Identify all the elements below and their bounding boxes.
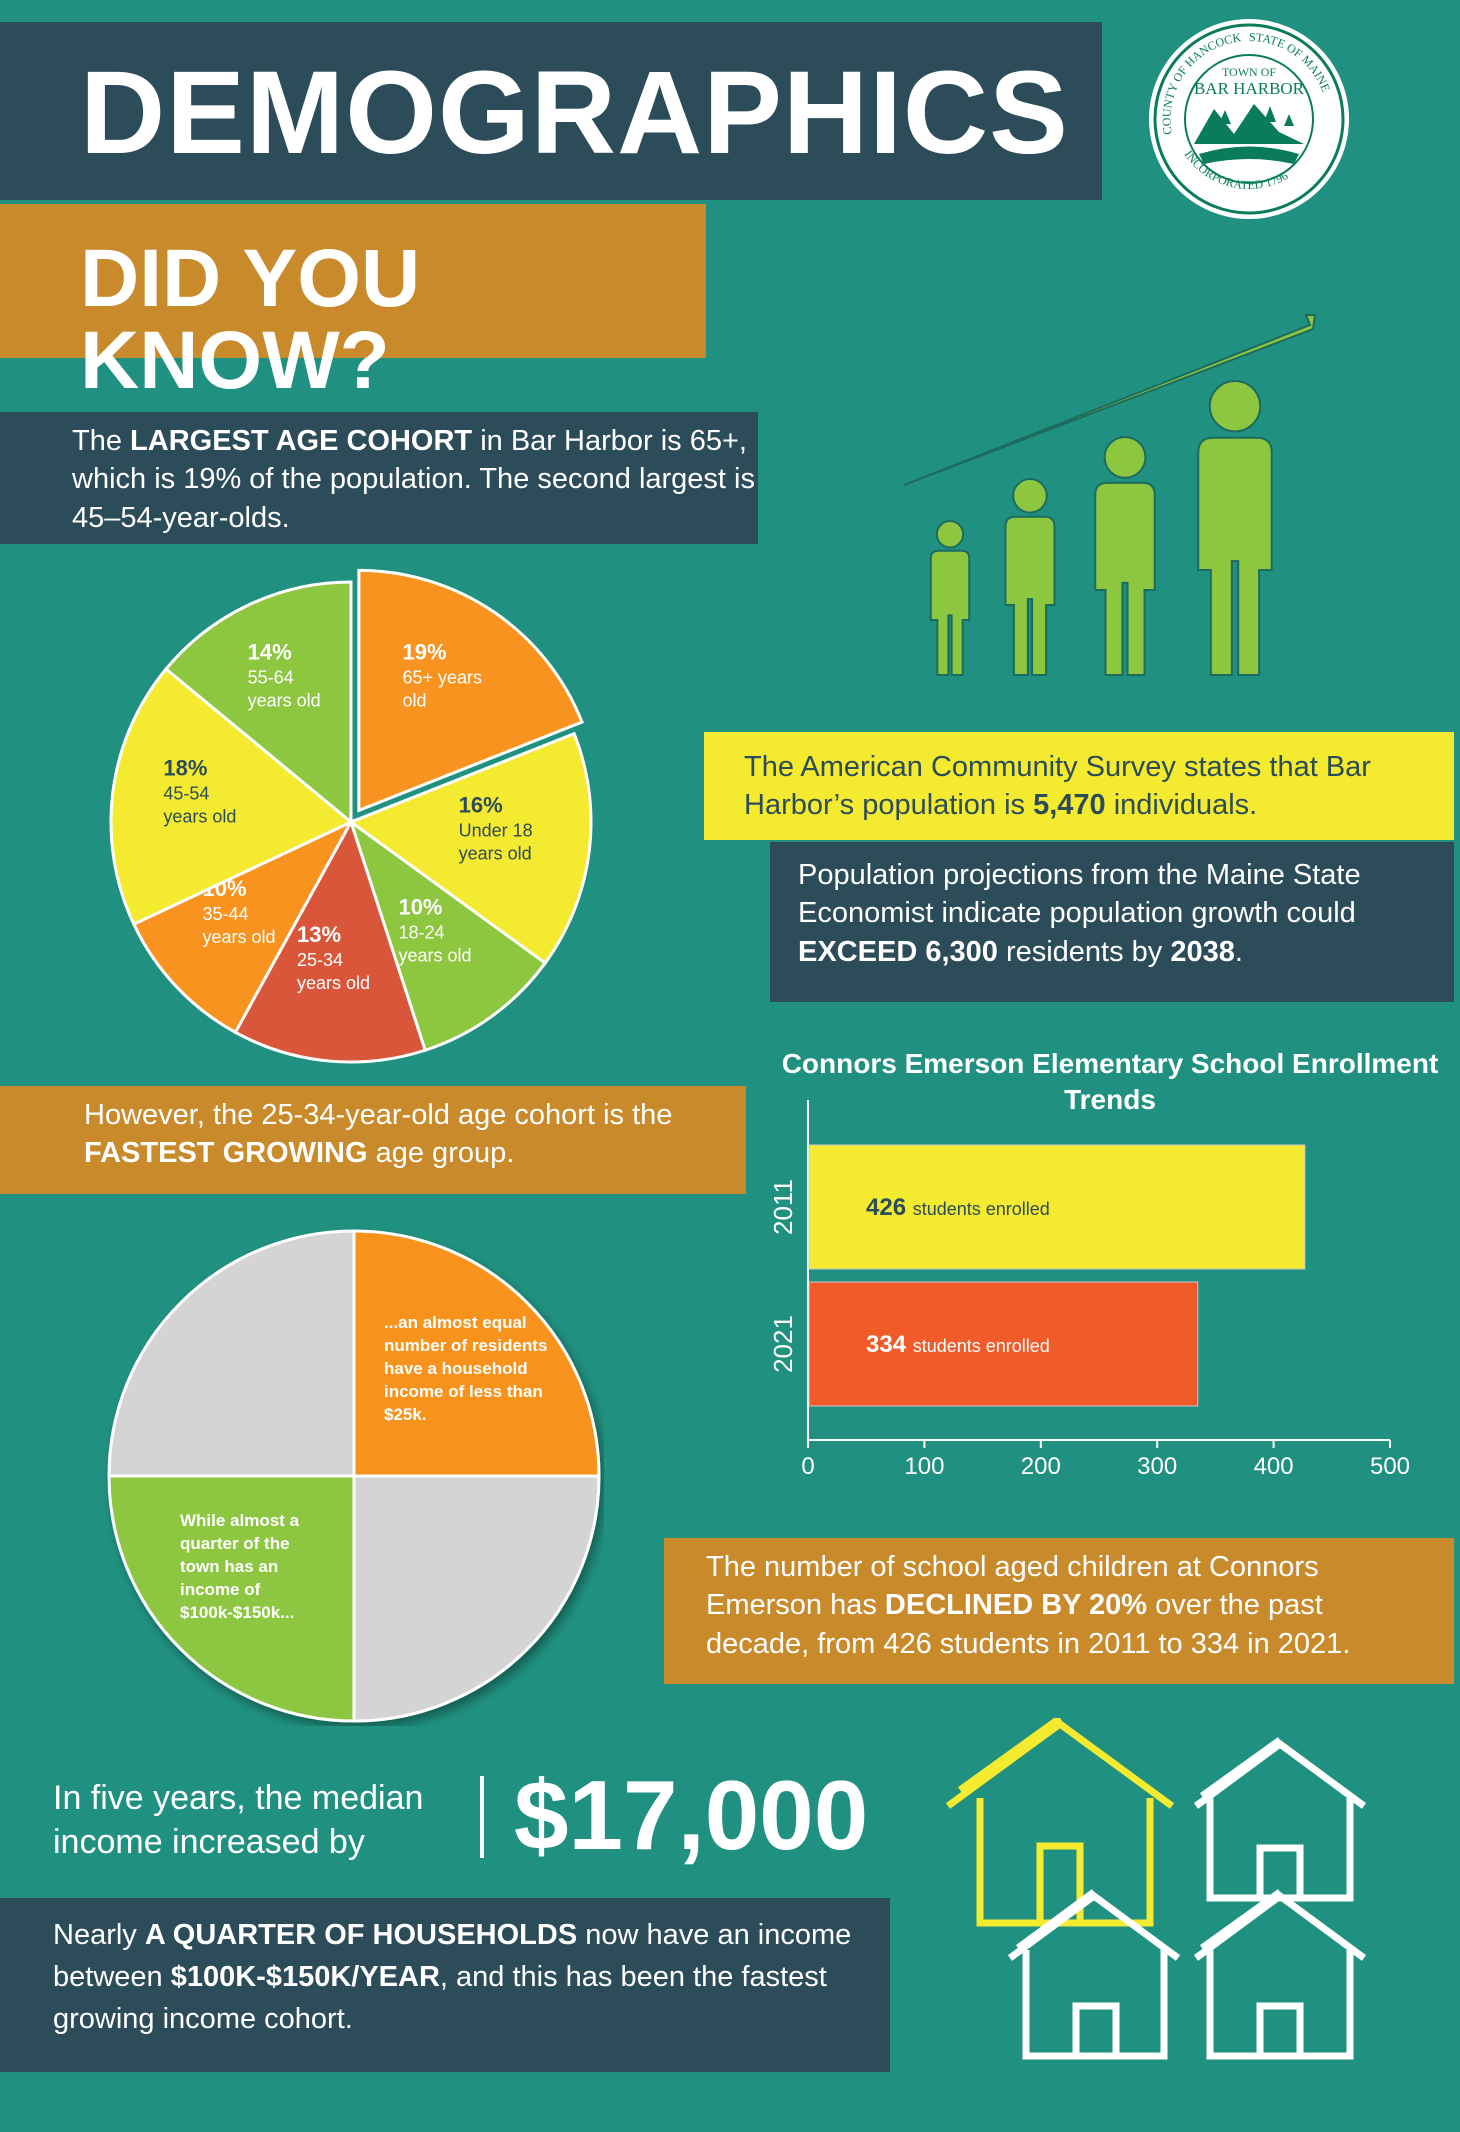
age-pie-pct-label: 18% [163,755,207,780]
growing-people-icon [903,314,1317,676]
chart-x-tick-label: 100 [904,1453,944,1480]
age-pie-group-label: years old [163,806,236,826]
age-cohort-pie-chart: 19% 65+ years old 16% Under 18 years old 10% 18… [109,568,593,1064]
largest-cohort-fact: The LARGEST AGE COHORT in Bar Harbor is … [0,412,758,544]
chart-x-tick-label: 200 [1021,1453,1061,1480]
age-pie-group-label: old [403,690,427,710]
income-slice-gray-bottom [352,1474,601,1723]
households-fact-bold1: A QUARTER OF HOUSEHOLDS [144,1919,578,1951]
chart-x-tick-label: 300 [1137,1453,1177,1480]
chart-x-tick-label: 400 [1254,1453,1294,1480]
age-pie-group-label: 45-54 [163,783,209,803]
chart-bar-2021 [808,1281,1199,1407]
age-pie-pct-label: 13% [297,922,341,947]
households-fact-post: , and this has been the fastest growing … [53,1961,827,2036]
age-pie-group-label: 25-34 [297,950,343,970]
chart-data-label: 334 students enrolled [866,1331,1050,1358]
income-slice-mid [107,1474,356,1723]
house-icon-2 [1193,1737,1367,1902]
households-fact-pre: Nearly [53,1919,145,1951]
chart-data-label: 426 students enrolled [866,1194,1050,1221]
chart-x-tick-label: 0 [801,1453,814,1480]
age-pie-pct-label: 14% [248,639,292,664]
age-pie-group-label: 65+ years [403,667,483,687]
age-pie-group-label: years old [248,690,321,710]
age-pie-slice-1 [347,731,593,966]
median-divider [480,1776,484,1858]
age-pie-group-label: 35-44 [203,904,249,924]
income-low-label: ...an almost equal number of residents h… [384,1313,548,1424]
seal-top-text: TOWN OF [1222,65,1276,79]
house-icon-3 [1007,1889,1181,2060]
age-pie-slice-5 [109,666,354,927]
income-mid-label: While almost a quarter of the town has a… [180,1511,300,1622]
cohort-fact-post: in Bar Harbor is 65+, which is 19% of th… [72,425,755,534]
person-figure [1197,380,1273,676]
title-banner: DEMOGRAPHICS [0,22,1102,200]
population-fact-post: individuals. [1105,789,1258,822]
fastest-fact-pre: However, the 25-34-year-old age cohort i… [84,1099,673,1131]
enrollment-decline-fact: The number of school aged children at Co… [664,1538,1454,1684]
cohort-fact-bold: LARGEST AGE COHORT [130,425,473,457]
age-pie-group-label: 18-24 [398,922,444,942]
chart-category-label: 2021 [768,1315,798,1373]
house-icon-4 [1193,1889,1367,2060]
chart-x-tick-label: 500 [1370,1453,1410,1480]
population-fact-bold: 5,470 [1033,789,1106,822]
age-pie-slice-3 [233,818,428,1064]
population-fact-pre: The American Community Survey states tha… [744,751,1371,822]
fastest-fact-post: age group. [367,1137,515,1170]
projection-fact-bold1: EXCEED 6,300 [798,935,998,968]
age-pie-pct-label: 10% [398,894,442,919]
subtitle-banner: DID YOU KNOW? [0,204,706,402]
fastest-growing-fact: However, the 25-34-year-old age cohort i… [0,1086,746,1194]
age-pie-group-label: years old [203,927,276,947]
age-pie-group-label: Under 18 [459,821,533,841]
age-pie-slice-0 [357,568,584,813]
fastest-fact-bold: FASTEST GROWING [84,1137,368,1170]
page-subtitle: DID YOU KNOW? [80,233,421,406]
enrollment-chart-title: Connors Emerson Elementary School Enroll… [781,1048,1439,1116]
projection-fact-pre: Population projections from the Maine St… [798,859,1361,930]
age-pie-group-label: years old [459,844,532,864]
person-figure [929,520,971,676]
cohort-fact-pre: The [72,425,131,457]
projection-fact-mid: residents by [997,935,1171,968]
population-fact: The American Community Survey states tha… [704,732,1454,840]
age-pie-group-label: years old [297,973,370,993]
age-pie-slice-6 [163,580,353,826]
enrollment-bar-chart: 0 100 200 300 400 500 2011 426 students enrolle… [768,1100,1410,1480]
chart-bar-2011 [808,1144,1306,1270]
income-pie-chart [107,1229,601,1723]
households-fact-bold2: $100K-$150K/YEAR [170,1961,440,1994]
page-title: DEMOGRAPHICS [80,47,1069,179]
person-figure [1004,478,1056,676]
person-figure [1094,436,1156,676]
town-seal-icon: COUNTY OF HANCOCK STATE OF MAINE INCORPO… [1149,19,1349,219]
income-slice-gray-top [107,1229,356,1478]
median-income-text: In five years, the median income increas… [53,1779,424,1862]
age-pie-slice-4 [131,818,355,1035]
house-outline-icon [945,1718,1367,2060]
house-icon-highlight [945,1718,1175,1927]
seal-name-text: BAR HARBOR [1194,79,1305,98]
age-pie-group-label: years old [398,945,471,965]
decline-fact-pre: The number of school aged children at Co… [706,1551,1319,1622]
chart-category-label: 2011 [768,1179,798,1235]
age-pie-slice-2 [348,818,548,1053]
decline-fact-bold: DECLINED BY 20% [884,1589,1148,1622]
median-income-amount: $17,000 [514,1760,869,1870]
households-fact: Nearly A QUARTER OF HOUSEHOLDS now have … [0,1898,890,2072]
households-fact-mid: now have an income between [53,1919,852,1994]
projection-fact: Population projections from the Maine St… [770,842,1454,1002]
projection-fact-bold2: 2038 [1170,935,1235,968]
age-pie-pct-label: 16% [459,793,503,818]
age-pie-pct-label: 19% [403,639,447,664]
age-pie-group-label: 55-64 [248,667,294,687]
projection-fact-post: . [1234,935,1243,968]
income-slice-low [352,1229,601,1478]
decline-fact-post: over the past decade, from 426 students … [706,1589,1351,1660]
